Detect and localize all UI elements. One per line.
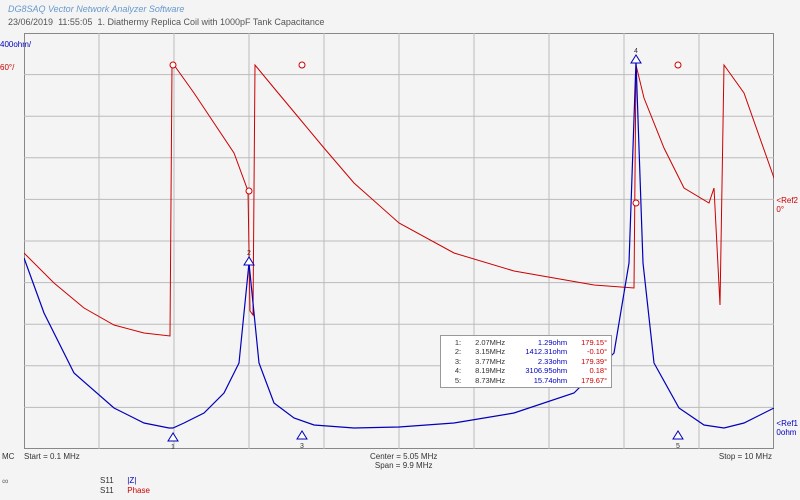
marker-row: 5:8.73MHz15.74ohm179.67° [445,376,607,385]
ref2-label: <Ref20° [776,197,798,215]
svg-text:4: 4 [634,48,638,55]
markers: 1 2 3 4 5 [168,48,683,449]
x-start-label: Start = 0.1 MHz [24,452,80,461]
mc-label: MC [2,452,14,461]
svg-text:2: 2 [247,250,251,257]
x-stop-label: Stop = 10 MHz [719,452,772,461]
marker-3: 3 [297,431,307,449]
svg-text:5: 5 [676,443,680,449]
gridlines [24,33,774,449]
marker-4: 4 [631,48,641,63]
markers-phase [170,62,681,206]
marker-1: 1 [168,433,178,449]
x-center-label: Center = 5.05 MHzSpan = 9.9 MHz [370,452,437,470]
svg-text:1: 1 [171,444,175,449]
marker-row: 3:3.77MHz2.33ohm179.39° [445,357,607,366]
infinity-label: ∞ [2,476,8,486]
marker-row: 2:3.15MHz1412.31ohm-0.10° [445,347,607,356]
marker-2: 2 [244,250,254,265]
y2-scale-label: 60°/ [0,63,14,72]
marker-table: 1:2.07MHz1.29ohm179.15° 2:3.15MHz1412.31… [440,335,612,388]
vna-screenshot: DG8SAQ Vector Network Analyzer Software … [0,0,800,500]
legend: S11 |Z| S11 Phase [100,476,150,497]
plot-area: 1 2 3 4 5 [24,33,774,449]
svg-text:3: 3 [300,443,304,449]
ref1-label: <Ref10ohm [776,420,798,438]
app-title: DG8SAQ Vector Network Analyzer Software [8,4,184,14]
marker-row: 4:8.19MHz3106.95ohm0.18° [445,366,607,375]
marker-row: 1:2.07MHz1.29ohm179.15° [445,338,607,347]
marker-5: 5 [673,431,683,449]
subtitle: 23/06/2019 11:55:05 1. Diathermy Replica… [8,17,324,27]
